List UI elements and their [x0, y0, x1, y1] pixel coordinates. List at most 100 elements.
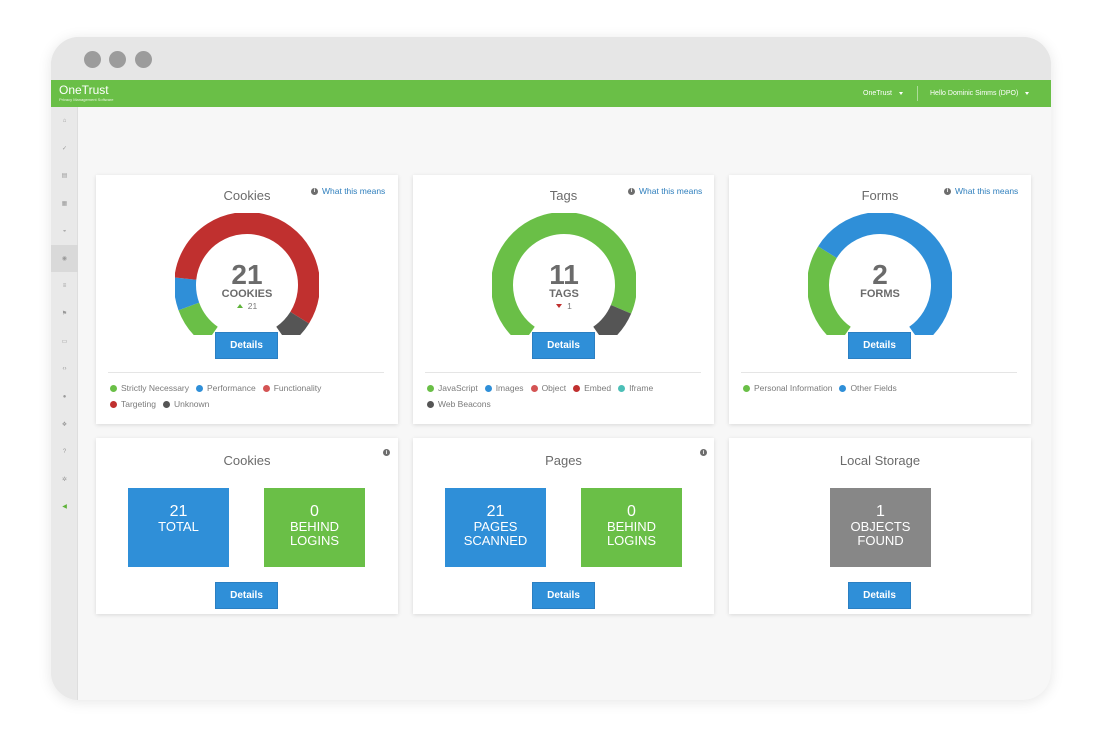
folder-icon[interactable]: ▭ [61, 338, 68, 345]
pages-details-button[interactable]: Details [532, 582, 595, 609]
tile-label: TOTAL [158, 519, 199, 534]
gauge-segment [178, 302, 219, 335]
brand-tagline: Privacy Management Software [59, 97, 114, 102]
legend-row: Personal Information Other Fields [743, 381, 1023, 397]
flag-icon[interactable]: ⚑ [61, 311, 68, 318]
arrow-up-icon [236, 304, 243, 308]
help-icon[interactable]: ? [62, 448, 67, 455]
legend-item[interactable]: Web Beacons [427, 397, 491, 412]
org-menu[interactable]: OneTrust [863, 80, 903, 107]
gauge-caption: FORMS [860, 288, 900, 300]
what-this-means-link[interactable]: i What this means [628, 186, 702, 196]
tile-value: 21 [486, 503, 505, 520]
tile-label: LOGINS [606, 533, 657, 548]
legend-item[interactable]: Images [484, 381, 524, 396]
megaphone-icon[interactable]: ◀ [62, 504, 67, 511]
legend-row: Targeting Unknown [110, 397, 390, 413]
card-title: Forms [861, 188, 899, 203]
legend-label: Iframe [629, 383, 654, 393]
tile-label: SCANNED [463, 533, 528, 548]
check-icon[interactable]: ✓ [61, 145, 68, 152]
info-icon[interactable]: i [700, 449, 707, 456]
forms-details-button[interactable]: Details [848, 332, 911, 359]
gauge-delta-value: 21 [247, 301, 258, 311]
user-icon[interactable]: ● [62, 393, 67, 400]
legend-item[interactable]: Other Fields [839, 381, 897, 396]
window-control-dot[interactable] [109, 51, 126, 68]
legend-item[interactable]: Personal Information [743, 381, 832, 396]
gauge-segment [175, 277, 200, 311]
what-this-means-label: What this means [322, 186, 386, 196]
legend-label: Strictly Necessary [121, 383, 190, 393]
storage-details-button[interactable]: Details [848, 582, 911, 609]
legend-item[interactable]: Targeting [110, 397, 156, 412]
info-icon[interactable]: i [383, 449, 390, 456]
gauge-value: 21 [231, 259, 263, 290]
gauge-segment [275, 311, 310, 335]
cookies-gauge-card: Cookies i What this means 21 COOKIES 21 … [96, 175, 398, 424]
globe-icon[interactable]: ◉ [51, 245, 78, 272]
tile-label: FOUND [857, 533, 904, 548]
cookies-details-button[interactable]: Details [215, 332, 278, 359]
legend-item[interactable]: Embed [573, 381, 611, 396]
gauge-center: 2 FORMS [830, 261, 930, 301]
tags-details-button[interactable]: Details [532, 332, 595, 359]
brand-logo[interactable]: OneTrust [59, 83, 109, 97]
tile-label: LOGINS [289, 533, 340, 548]
what-this-means-label: What this means [639, 186, 703, 196]
home-icon[interactable]: ⌂ [62, 117, 67, 124]
caret-down-icon [898, 92, 903, 95]
gauge-segment [175, 213, 319, 324]
legend-item[interactable]: Object [530, 381, 566, 396]
legend-item[interactable]: Iframe [618, 381, 653, 396]
legend-swatch-icon [427, 385, 434, 392]
gauge-segment [818, 213, 952, 335]
what-this-means-link[interactable]: i What this means [311, 186, 385, 196]
gauge-delta-value: 1 [567, 301, 572, 311]
legend-row: Strictly Necessary Performance Functionali… [110, 381, 390, 397]
behind-logins-tile: 0 BEHIND LOGINS [581, 488, 682, 567]
legend-label: Images [495, 383, 524, 393]
window-control-dot[interactable] [84, 51, 101, 68]
cookies-gauge-chart [175, 213, 319, 335]
legend-item[interactable]: Performance [196, 381, 256, 396]
tile-value: 0 [627, 503, 636, 520]
card-title: Cookies [223, 453, 271, 468]
legend-item[interactable]: Unknown [162, 397, 209, 412]
user-menu[interactable]: Hello Dominic Simms (DPO) [930, 80, 1030, 107]
card-divider [108, 372, 384, 373]
list-icon[interactable]: ≡ [62, 283, 67, 290]
gauge-value: 11 [549, 259, 579, 290]
legend-swatch-icon [618, 385, 626, 392]
pages-scanned-tile: 21 PAGES SCANNED [445, 488, 546, 567]
legend-swatch-icon [162, 401, 170, 408]
legend-item[interactable]: Functionality [262, 381, 321, 396]
document-icon[interactable]: ▤ [61, 173, 68, 180]
header-divider [917, 86, 918, 101]
local-storage-card: Local Storage 1 OBJECTS FOUND Details [729, 438, 1031, 614]
app-header: OneTrust Privacy Management Software One… [51, 80, 1051, 107]
legend-swatch-icon [743, 385, 750, 392]
grid-icon[interactable]: ▦ [61, 200, 68, 207]
gauge-center: 11 TAGS 1 [514, 259, 614, 312]
legend-item[interactable]: JavaScript [427, 381, 478, 396]
tile-label: PAGES [473, 519, 518, 534]
info-icon: i [944, 187, 951, 195]
org-menu-label: OneTrust [863, 90, 892, 97]
dashboard-icon[interactable]: ◒ [62, 227, 67, 234]
gear-icon[interactable]: ✲ [61, 476, 68, 483]
arrow-down-icon [556, 304, 563, 308]
cookies-stats-details-button[interactable]: Details [215, 582, 278, 609]
card-title: Local Storage [839, 453, 921, 468]
legend-item[interactable]: Strictly Necessary [110, 381, 189, 396]
total-cookies-tile: 21 TOTAL [128, 488, 229, 567]
group-icon[interactable]: ❖ [61, 421, 68, 428]
window-control-dot[interactable] [135, 51, 152, 68]
legend-label: Embed [584, 383, 612, 393]
code-icon[interactable]: ‹› [62, 365, 67, 372]
gauge-segment [808, 246, 852, 335]
gauge-caption: COOKIES [221, 288, 273, 300]
user-menu-label: Hello Dominic Simms (DPO) [930, 90, 1019, 97]
what-this-means-link[interactable]: i What this means [944, 186, 1018, 196]
legend-label: Web Beacons [438, 399, 491, 409]
